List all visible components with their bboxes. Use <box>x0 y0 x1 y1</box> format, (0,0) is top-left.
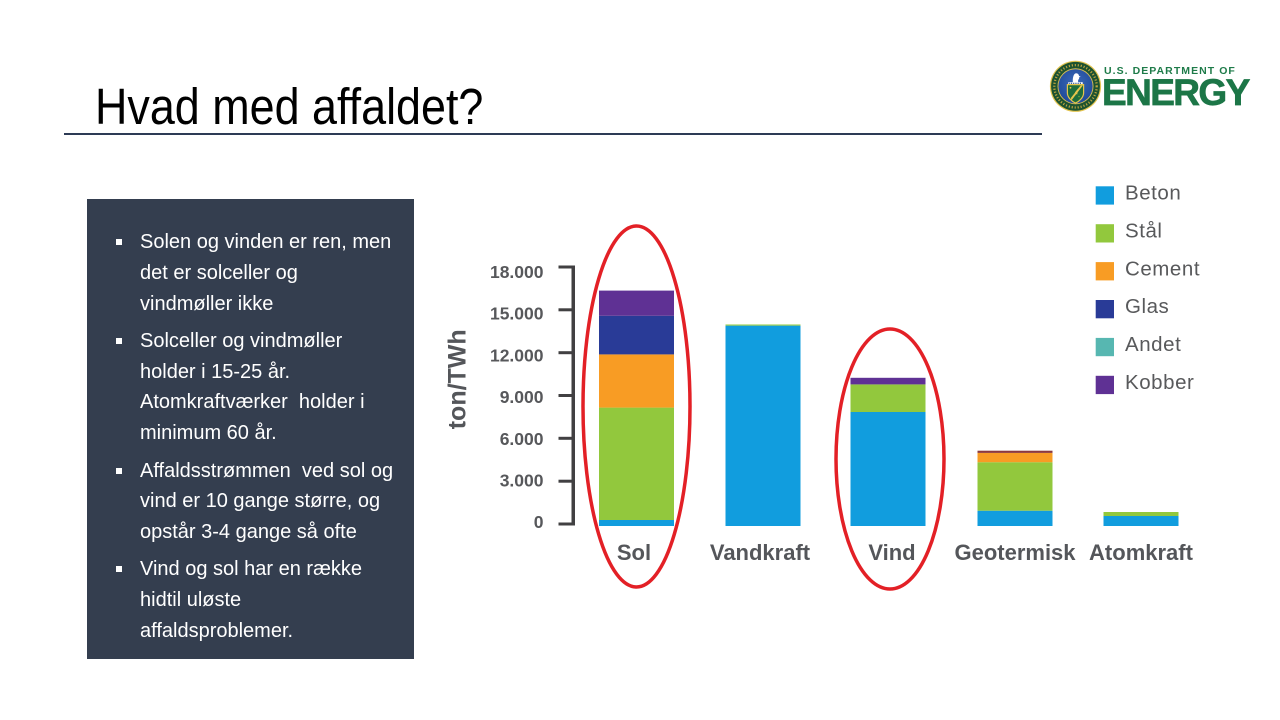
svg-text:0: 0 <box>534 512 544 532</box>
svg-text:12.000: 12.000 <box>490 345 544 365</box>
svg-text:Vandkraft: Vandkraft <box>710 540 811 565</box>
svg-text:18.000: 18.000 <box>490 262 544 282</box>
svg-text:Sol: Sol <box>617 540 651 565</box>
svg-text:15.000: 15.000 <box>490 304 544 324</box>
svg-text:Beton: Beton <box>1125 182 1181 205</box>
svg-text:Andet: Andet <box>1125 333 1181 356</box>
svg-text:Vind: Vind <box>868 540 915 565</box>
svg-text:Kobber: Kobber <box>1125 371 1194 394</box>
svg-text:6.000: 6.000 <box>500 429 544 449</box>
svg-text:Geotermisk: Geotermisk <box>954 540 1076 565</box>
svg-text:Stål: Stål <box>1125 219 1163 242</box>
svg-text:9.000: 9.000 <box>500 387 544 407</box>
svg-text:Cement: Cement <box>1125 257 1200 280</box>
svg-text:3.000: 3.000 <box>500 471 544 491</box>
svg-text:Atomkraft: Atomkraft <box>1089 540 1194 565</box>
svg-text:Glas: Glas <box>1125 295 1169 318</box>
svg-text:ton/TWh: ton/TWh <box>444 329 472 429</box>
